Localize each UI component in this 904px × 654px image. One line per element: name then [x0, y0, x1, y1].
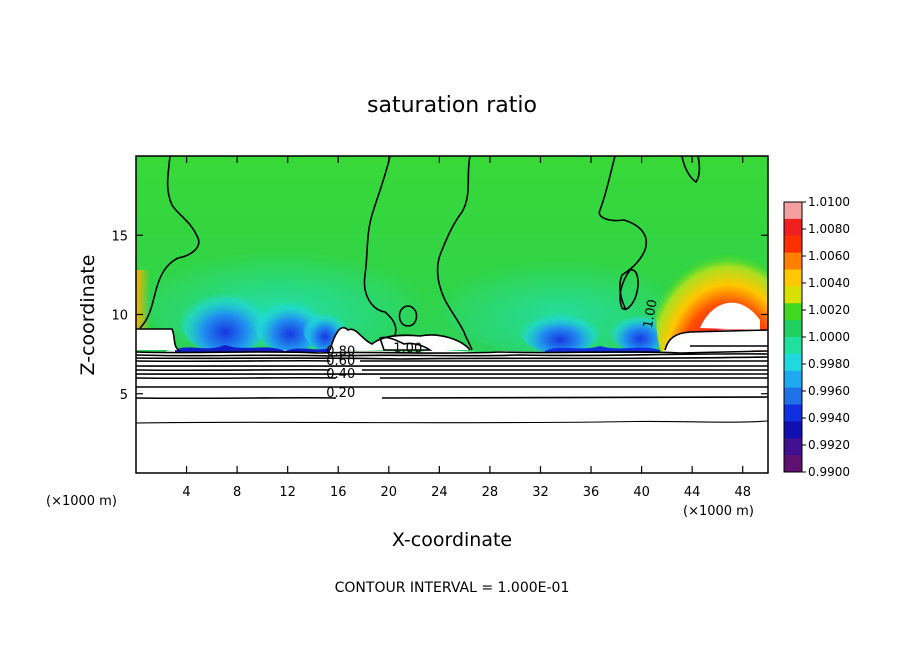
contour-line-1-00	[139, 156, 200, 329]
y-axis-label: Z-coordinate	[77, 255, 99, 376]
chart-title: saturation ratio	[367, 93, 537, 118]
x-tick-label: 16	[330, 485, 347, 500]
colorbar-swatch	[784, 252, 802, 270]
colorbar-swatch	[784, 286, 802, 304]
contour-value-label: 1.00	[393, 342, 422, 357]
colorbar-swatch	[784, 421, 802, 439]
white-cloud-region	[700, 302, 760, 330]
contour-line-0-20	[136, 396, 768, 400]
x-axis: 4 8 12 16 20 24 28 32 36 40 44 48	[182, 156, 751, 500]
colorbar-tick-label: 1.0020	[808, 303, 850, 317]
colorbar-tick-label: 0.9940	[808, 411, 850, 425]
contour-line-0-30	[136, 385, 768, 389]
contour-line-0-95	[136, 350, 768, 354]
x-unit-label-right: (×1000 m)	[683, 504, 754, 519]
colorbar-tick-label: 1.0080	[808, 222, 850, 236]
contour-value-label: 0.20	[326, 386, 355, 401]
contour-value-label: 0.60	[326, 354, 355, 369]
colorbar-tick-label: 0.9920	[808, 438, 850, 452]
colorbar-tick-label: 0.9960	[808, 384, 850, 398]
x-tick-label: 40	[633, 485, 650, 500]
colorbar-swatch	[784, 218, 802, 237]
colorbar-tick-label: 1.0040	[808, 276, 850, 290]
contour-line-0-60	[136, 368, 768, 372]
colorbar-swatch	[784, 202, 802, 220]
white-cloud-region	[665, 330, 768, 350]
y-tick-label: 10	[111, 309, 128, 324]
colorbar-tick-label: 1.0100	[808, 195, 850, 209]
y-axis: 5 10 15	[111, 229, 768, 403]
x-tick-label: 28	[482, 485, 499, 500]
colorbar-swatch	[784, 370, 802, 389]
colorbar-swatch	[784, 455, 802, 473]
contour-line-1-00	[664, 329, 768, 351]
contour-line-1-00	[619, 269, 639, 311]
blue-region	[180, 282, 270, 354]
x-tick-label: 24	[431, 485, 448, 500]
x-tick-label: 36	[583, 485, 600, 500]
plot-area: 0.20 0.400.600.80 1.00 1.00	[136, 156, 768, 473]
contour-line-1-00	[598, 156, 647, 311]
y-tick-label: 15	[111, 229, 128, 244]
lower-white-region	[136, 352, 768, 473]
contour-labels: 0.20 0.400.600.80 1.00 1.00	[326, 298, 660, 401]
contour-line-1-00	[329, 326, 471, 351]
x-tick-label: 48	[734, 485, 751, 500]
colorbar-swatch	[784, 303, 802, 321]
blue-region	[610, 308, 670, 352]
contour-line-1-00	[398, 305, 418, 327]
colorbar-tick-label: 0.9980	[808, 357, 850, 371]
contour-line-1-00	[436, 156, 473, 351]
colorbar-swatch	[784, 337, 802, 355]
x-tick-label: 32	[532, 485, 549, 500]
contour-line-0-85	[136, 356, 768, 360]
x-axis-label: X-coordinate	[392, 529, 512, 551]
contour-line-0-40	[136, 376, 768, 380]
contour-line-0-50	[136, 372, 768, 376]
contour-line-1-00	[363, 156, 397, 336]
colorbar-swatch	[784, 387, 802, 405]
colorbar-tick-label: 1.0000	[808, 330, 850, 344]
white-cloud-region	[330, 327, 470, 350]
colorbar-swatch	[784, 404, 802, 422]
contour-line-0-10	[136, 420, 768, 424]
x-tick-label: 20	[381, 485, 398, 500]
contour-line-1-00	[136, 328, 181, 352]
white-cloud-region	[136, 329, 180, 350]
colorbar-swatch	[784, 320, 802, 338]
contour-line-1-00	[378, 336, 433, 351]
contour-line-0-70	[136, 364, 768, 368]
colorbar-swatch	[784, 353, 802, 372]
contour-line-0-80	[136, 359, 768, 363]
contour-value-label: 0.40	[326, 367, 355, 382]
dark-blue-band	[175, 345, 330, 352]
x-tick-label: 4	[182, 485, 190, 500]
saturation-contour-lines	[136, 156, 768, 424]
colorbar-swatch	[784, 438, 802, 456]
colorbar-swatch	[784, 235, 802, 254]
contour-line-0-90	[136, 353, 768, 357]
contour-interval-note: CONTOUR INTERVAL = 1.000E-01	[335, 580, 570, 596]
colorbar-swatch	[784, 269, 802, 287]
contour-value-label: 1.00	[641, 298, 661, 329]
blue-region	[520, 306, 600, 354]
x-unit-label: (×1000 m)	[46, 494, 117, 509]
x-tick-label: 44	[684, 485, 701, 500]
colorbar-tick-label: 0.9900	[808, 465, 850, 479]
x-tick-label: 12	[279, 485, 296, 500]
contour-value-label: 0.80	[326, 345, 355, 360]
x-tick-label: 8	[233, 485, 241, 500]
y-tick-label: 5	[120, 388, 128, 403]
colorbar: 1.0100 1.0080 1.0060 1.0040 1.0020 1.0000 0.99…	[783, 195, 850, 479]
contour-line-1-00	[681, 156, 701, 184]
colorbar-tick-label: 1.0060	[808, 249, 850, 263]
